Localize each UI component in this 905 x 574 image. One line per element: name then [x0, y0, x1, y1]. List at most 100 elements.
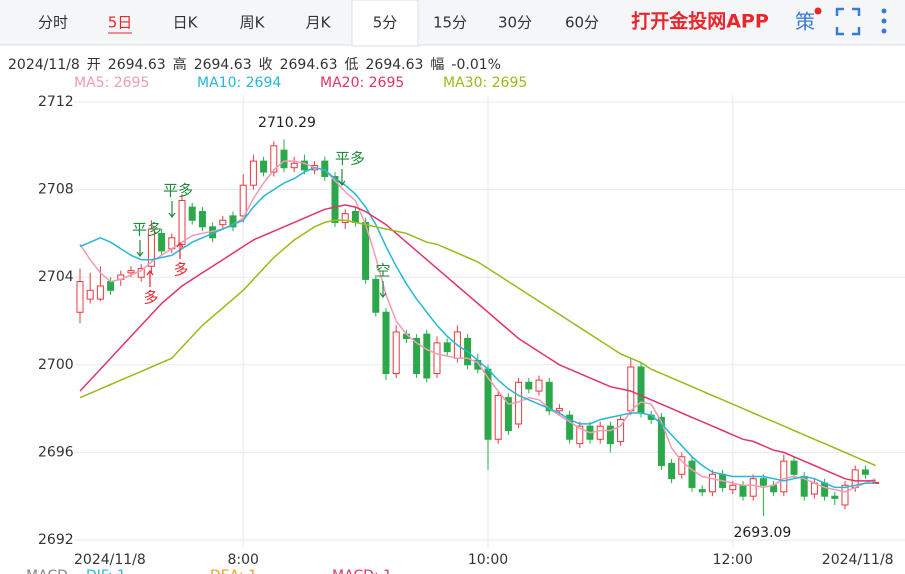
candle-body: [198, 211, 206, 228]
strategy-button[interactable]: 策: [795, 10, 815, 34]
signal-label: 平多: [335, 150, 365, 168]
candle-body: [300, 160, 308, 171]
low-label: 2693.09: [733, 525, 791, 541]
candle-body: [96, 285, 104, 300]
candle-body: [382, 311, 390, 375]
ma-line: [79, 166, 876, 489]
candle-body: [413, 338, 421, 375]
high-label: 2710.29: [258, 115, 316, 131]
menu-dot: [881, 18, 887, 24]
toolbar: [0, 0, 905, 45]
legend-entry: MA20: 2695: [320, 75, 405, 91]
candle-body: [86, 289, 94, 300]
candle-body: [698, 489, 706, 493]
candle-body: [351, 211, 359, 223]
candle-body: [219, 219, 227, 226]
ma-line: [79, 219, 876, 467]
menu-dot: [881, 8, 887, 14]
candle-body: [708, 473, 716, 493]
signal-label: 空: [375, 262, 390, 280]
x-tick-label: 12:00: [713, 552, 753, 568]
y-tick-label: 2692: [38, 532, 74, 548]
candle-body: [759, 478, 767, 486]
candle-body: [341, 213, 349, 223]
candle-body: [290, 162, 298, 169]
info-label: 幅: [430, 57, 445, 73]
candle-body: [657, 416, 665, 467]
info-value: 2694.63: [193, 57, 252, 73]
signal-arrowhead: [338, 180, 346, 186]
candle-body: [270, 145, 278, 173]
signal-label: 多: [173, 261, 188, 279]
candle-body: [668, 462, 676, 480]
y-tick-label: 2708: [38, 182, 74, 198]
tab[interactable]: 周K: [240, 14, 266, 32]
y-tick-label: 2696: [38, 444, 74, 460]
signal-arrowhead: [168, 212, 176, 218]
signal-label: 多: [143, 289, 158, 307]
tab[interactable]: 月K: [306, 14, 332, 32]
info-label: 收: [258, 57, 273, 73]
y-tick-label: 2700: [38, 357, 74, 373]
tab[interactable]: 5分: [373, 14, 398, 32]
candle-body: [535, 379, 543, 392]
active-tab: [351, 0, 419, 47]
candle-body: [494, 394, 502, 440]
candle-body: [576, 425, 584, 445]
info-label: 低: [344, 57, 359, 73]
candle-body: [239, 184, 247, 217]
info-label: 高: [172, 57, 187, 73]
info-value: -0.01%: [451, 57, 501, 73]
tab[interactable]: 30分: [498, 14, 532, 32]
signal-arrowhead: [136, 251, 144, 257]
candle-body: [627, 366, 635, 412]
fullscreen-icon[interactable]: [835, 7, 861, 36]
candle-body: [107, 281, 115, 291]
info-label: 开: [86, 57, 101, 73]
signal-label: 平多: [163, 182, 193, 200]
candle-body: [260, 160, 268, 173]
tab[interactable]: 日K: [173, 14, 199, 32]
tab[interactable]: 分时: [38, 14, 68, 32]
legend-entry: MA30: 2695: [443, 75, 528, 91]
candle-body: [739, 484, 747, 497]
tab[interactable]: 15分: [433, 14, 467, 32]
candle-body: [749, 478, 757, 497]
candle-body: [525, 381, 533, 390]
signal-arrowhead: [146, 270, 154, 276]
candle-body: [545, 381, 553, 412]
macd-field: MACD: 1: [332, 568, 392, 574]
tab[interactable]: 5日: [108, 14, 133, 32]
app-link[interactable]: 打开金投网APP: [631, 10, 769, 33]
candle-body: [841, 484, 849, 506]
macd-field: DIF: 1: [86, 568, 126, 574]
info-date: 2024/11/8: [8, 57, 80, 73]
candle-body: [566, 414, 574, 440]
ma-line: [79, 160, 876, 493]
x-tick-label: 2024/11/8: [822, 552, 894, 568]
candle-body: [127, 270, 135, 274]
candle-body: [249, 160, 257, 186]
candle-body: [76, 281, 84, 313]
y-tick-label: 2704: [38, 269, 74, 285]
badge-dot: [814, 7, 822, 15]
candle-body: [637, 366, 645, 414]
candle-body: [372, 278, 380, 313]
signal-arrowhead: [379, 292, 387, 298]
y-tick-label: 2712: [38, 94, 74, 110]
legend-entry: MA5: 2695: [74, 75, 150, 91]
candle-body: [504, 397, 512, 431]
tab[interactable]: 60分: [565, 14, 599, 32]
candle-body: [678, 456, 686, 475]
candle-body: [158, 232, 166, 252]
candle-body: [861, 469, 869, 475]
info-line: 2024/11/8 开 2694.63 高 2694.63 收 2694.63 低 2694.6…: [8, 54, 508, 74]
candle-body: [331, 175, 339, 223]
x-tick-label: 2024/11/8: [74, 552, 146, 568]
candle-body: [362, 221, 370, 280]
macd-title: MACD: [26, 568, 68, 574]
x-tick-label: 8:00: [227, 552, 258, 568]
menu-dot: [881, 28, 887, 34]
candle-body: [178, 200, 186, 245]
